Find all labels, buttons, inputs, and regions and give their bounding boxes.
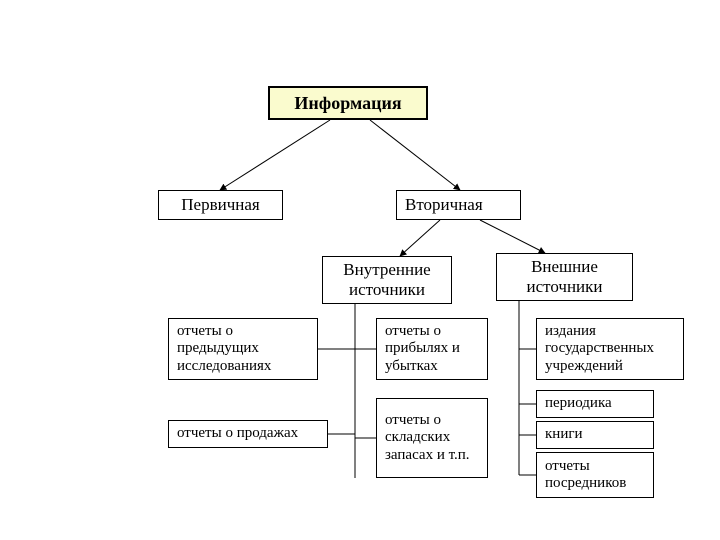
node-ext4-label: отчеты посредников bbox=[545, 458, 645, 493]
node-root: Информация bbox=[268, 86, 428, 120]
node-int1-label: отчеты о предыдущих исследованиях bbox=[177, 323, 309, 375]
node-ext1: издания государственных учреждений bbox=[536, 318, 684, 380]
diagram-canvas: Информация Первичная Вторичная Внутренни… bbox=[0, 0, 720, 540]
node-ext2-label: периодика bbox=[545, 395, 612, 412]
node-ext3-label: книги bbox=[545, 426, 583, 443]
node-primary-label: Первичная bbox=[181, 195, 259, 215]
node-secondary-label: Вторичная bbox=[405, 195, 483, 215]
node-ext1-label: издания государственных учреждений bbox=[545, 323, 675, 375]
node-ext3: книги bbox=[536, 421, 654, 449]
node-external-label: Внешние источники bbox=[505, 257, 624, 296]
node-ext4: отчеты посредников bbox=[536, 452, 654, 498]
node-int2-label: отчеты о продажах bbox=[177, 425, 298, 442]
node-secondary: Вторичная bbox=[396, 190, 521, 220]
node-internal-label: Внутренние источники bbox=[331, 260, 443, 299]
node-int2: отчеты о продажах bbox=[168, 420, 328, 448]
node-int1: отчеты о предыдущих исследованиях bbox=[168, 318, 318, 380]
node-int3-label: отчеты о прибылях и убытках bbox=[385, 323, 479, 375]
node-internal: Внутренние источники bbox=[322, 256, 452, 304]
node-int4-label: отчеты о складских запасах и т.п. bbox=[385, 412, 479, 464]
node-primary: Первичная bbox=[158, 190, 283, 220]
node-ext2: периодика bbox=[536, 390, 654, 418]
node-root-label: Информация bbox=[294, 93, 401, 114]
node-external: Внешние источники bbox=[496, 253, 633, 301]
node-int3: отчеты о прибылях и убытках bbox=[376, 318, 488, 380]
node-int4: отчеты о складских запасах и т.п. bbox=[376, 398, 488, 478]
